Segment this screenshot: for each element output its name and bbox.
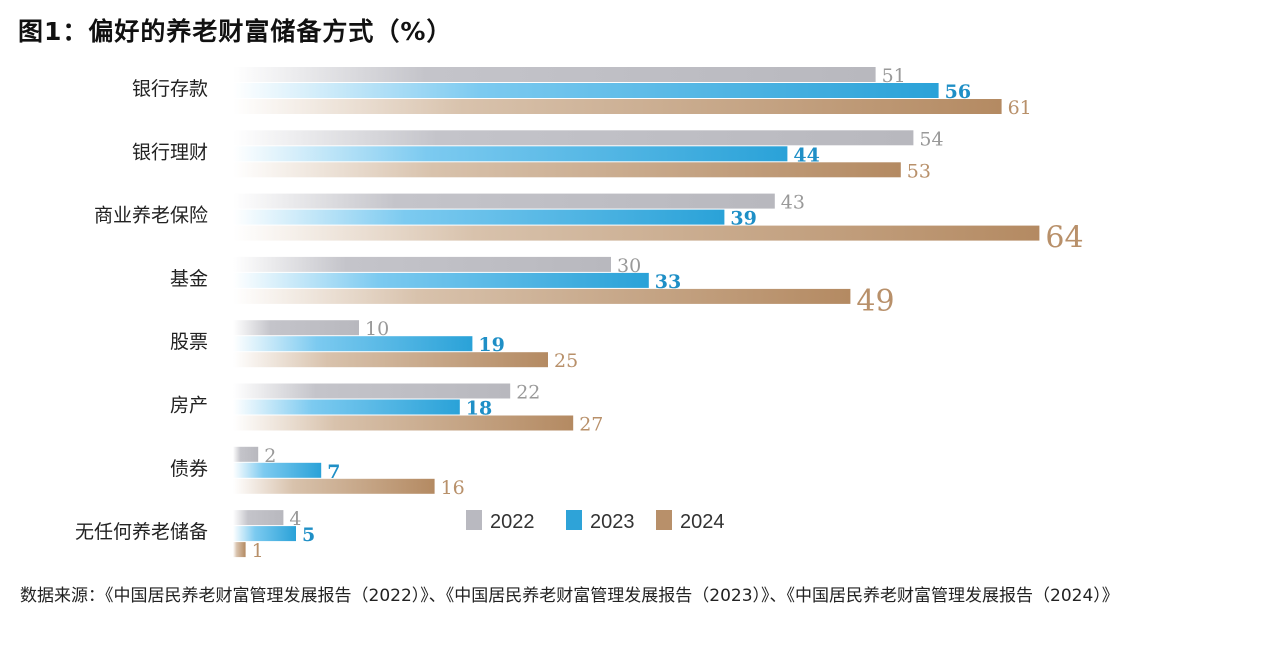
bar-2023: [233, 526, 296, 542]
data-label-2024: 25: [554, 350, 578, 372]
data-label-2024: 1: [252, 540, 264, 562]
category-label: 银行理财: [132, 141, 208, 163]
data-label-2024: 49: [856, 284, 894, 319]
data-label-2022: 2: [264, 445, 276, 467]
category-label: 基金: [170, 268, 208, 290]
chart-title: 图1：偏好的养老财富储备方式（%）: [18, 17, 453, 46]
data-label-2024: 53: [907, 160, 931, 182]
bar-2023: [233, 209, 725, 225]
bar-2022: [233, 67, 876, 82]
bar-2022: [233, 130, 914, 146]
bar-2022: [233, 193, 775, 209]
bar-2023: [233, 146, 788, 162]
data-label-2023: 5: [302, 524, 315, 546]
bar-2022: [233, 510, 284, 526]
category-label: 银行存款: [132, 78, 208, 100]
bar-2024: [233, 542, 246, 558]
data-label-2024: 16: [441, 477, 465, 499]
bar-2023: [233, 399, 460, 415]
bar-2023: [233, 462, 322, 478]
category-label: 无任何养老储备: [75, 521, 208, 543]
data-label-2023: 33: [655, 271, 681, 293]
legend-swatch-2022: [466, 510, 482, 530]
data-label-2022: 43: [781, 192, 805, 214]
data-label-2023: 19: [478, 334, 504, 356]
bar-2024: [233, 162, 901, 178]
data-label-2022: 51: [882, 65, 906, 87]
bar-2022: [233, 383, 511, 399]
bar-2023: [233, 336, 473, 352]
bar-2022: [233, 256, 611, 272]
legend-label-2022: 2022: [490, 511, 535, 533]
bar-2024: [233, 478, 435, 494]
data-label-2022: 22: [516, 382, 540, 404]
bar-2024: [233, 288, 851, 304]
bar-2022: [233, 446, 259, 462]
data-label-2023: 56: [945, 81, 971, 103]
legend-label-2023: 2023: [590, 511, 635, 533]
data-label-2024: 27: [579, 414, 603, 436]
category-label: 债券: [170, 458, 208, 480]
bar-2024: [233, 225, 1040, 241]
data-label-2022: 30: [617, 255, 641, 277]
data-label-2024: 64: [1045, 221, 1083, 256]
legend-swatch-2024: [656, 510, 672, 530]
bar-2024: [233, 352, 548, 368]
data-label-2024: 61: [1008, 97, 1032, 119]
bar-2024: [233, 99, 1002, 114]
bar-2024: [233, 415, 574, 431]
legend-label-2024: 2024: [680, 511, 725, 533]
bar-2022: [233, 320, 359, 336]
data-label-2023: 7: [327, 461, 340, 483]
category-label: 房产: [170, 395, 208, 417]
data-label-2023: 18: [466, 398, 492, 420]
category-label: 股票: [170, 331, 208, 353]
legend-swatch-2023: [566, 510, 582, 530]
bar-2023: [233, 83, 939, 98]
bar-2023: [233, 272, 649, 288]
category-label: 商业养老保险: [94, 205, 208, 227]
data-label-2023: 44: [793, 144, 819, 166]
data-source-note: 数据来源：《中国居民养老财富管理发展报告（2022）》、《中国居民养老财富管理发…: [20, 586, 1119, 606]
data-label-2023: 39: [730, 208, 756, 230]
data-label-2022: 4: [289, 508, 301, 530]
data-label-2022: 54: [919, 128, 943, 150]
data-label-2022: 10: [365, 318, 389, 340]
